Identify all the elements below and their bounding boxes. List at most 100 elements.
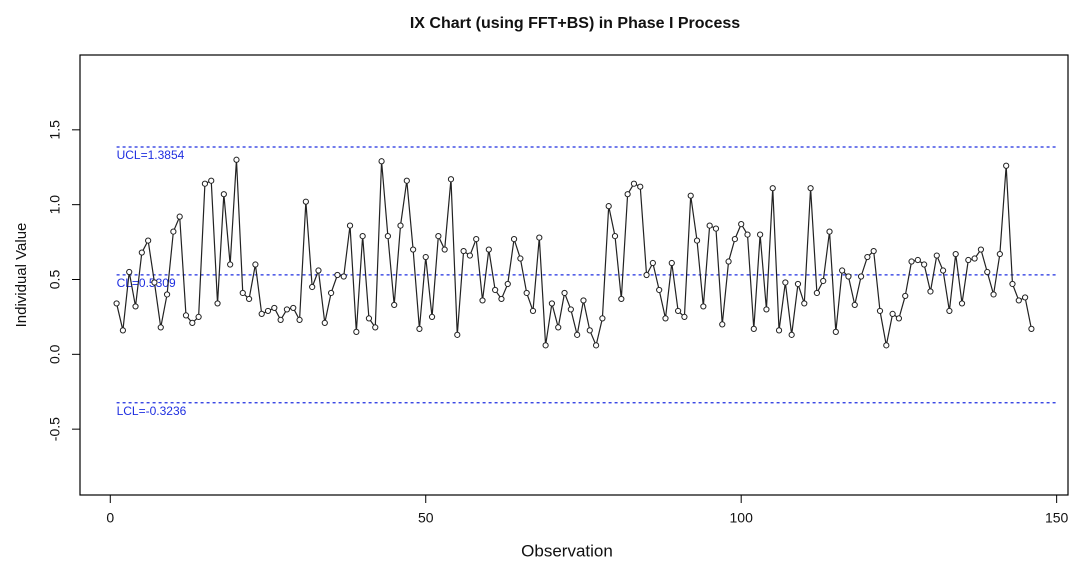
data-point: [208, 177, 215, 184]
data-point: [460, 247, 467, 255]
data-point: [542, 342, 549, 349]
data-point: [883, 342, 890, 349]
data-point: [990, 291, 997, 298]
data-point: [422, 253, 429, 261]
data-point: [712, 225, 720, 232]
data-point: [126, 268, 133, 276]
data-point: [441, 246, 448, 253]
x-tick-label: 100: [730, 510, 754, 526]
data-point: [264, 307, 272, 315]
data-point: [958, 300, 966, 307]
y-tick-label: 1.5: [47, 120, 63, 140]
data-point: [473, 235, 480, 243]
data-point: [908, 258, 915, 265]
x-tick-label: 150: [1045, 510, 1069, 526]
data-point: [952, 250, 959, 258]
data-point: [1009, 280, 1016, 288]
data-point: [397, 222, 404, 229]
data-point: [391, 301, 398, 309]
x-axis-title: Observation: [521, 541, 613, 560]
data-point: [700, 303, 707, 310]
data-point: [176, 213, 183, 220]
data-point: [290, 304, 297, 312]
data-point: [630, 180, 638, 187]
data-point: [447, 176, 455, 183]
data-point: [725, 258, 732, 265]
data-point: [252, 261, 259, 268]
data-point: [195, 313, 202, 321]
data-point: [674, 307, 682, 315]
data-point: [416, 325, 423, 332]
data-point: [1028, 325, 1035, 332]
data-point: [145, 237, 152, 244]
data-point: [504, 280, 511, 288]
data-point: [769, 185, 776, 192]
data-point: [946, 307, 953, 315]
data-point: [151, 279, 158, 286]
data-point: [870, 247, 877, 255]
data-point: [889, 310, 896, 318]
data-point: [895, 315, 903, 322]
data-point: [410, 246, 417, 253]
data-point: [977, 246, 985, 253]
data-point: [201, 180, 209, 187]
data-point: [365, 315, 373, 322]
data-point: [832, 328, 839, 335]
control-label: CL=0.5309: [117, 276, 176, 290]
data-point: [574, 331, 581, 338]
data-point: [618, 295, 625, 303]
data-point: [548, 300, 556, 307]
data-point: [529, 307, 537, 315]
data-point: [245, 295, 253, 303]
data-point: [839, 267, 846, 274]
plot-frame: [79, 54, 1069, 496]
data-point: [271, 304, 278, 312]
data-point: [914, 256, 921, 264]
data-point: [662, 315, 669, 322]
data-point: [864, 253, 871, 261]
data-point: [813, 289, 820, 297]
data-point: [794, 280, 802, 288]
data-point: [668, 259, 675, 267]
data-point: [113, 300, 120, 307]
data-point: [1003, 162, 1010, 169]
data-point: [738, 221, 745, 228]
data-point: [479, 297, 486, 304]
data-point: [763, 306, 770, 313]
data-point: [353, 328, 360, 335]
data-point: [611, 232, 619, 240]
data-point: [826, 228, 833, 235]
y-tick-label: 0.5: [47, 270, 63, 290]
control-label: UCL=1.3854: [117, 148, 185, 162]
data-point: [403, 177, 410, 184]
data-point: [927, 288, 934, 295]
data-point: [372, 324, 379, 331]
data-point: [517, 255, 524, 262]
data-point: [1021, 294, 1029, 301]
data-point: [687, 192, 694, 199]
data-point: [315, 267, 322, 274]
data-point: [485, 246, 492, 253]
data-point: [984, 268, 991, 276]
data-point: [328, 289, 335, 297]
data-point: [902, 292, 909, 300]
data-point: [801, 300, 808, 307]
data-point: [851, 301, 858, 309]
data-point: [321, 319, 328, 326]
data-point: [334, 271, 341, 279]
data-point: [567, 306, 574, 313]
data-point: [132, 303, 139, 310]
data-point: [466, 252, 474, 259]
x-tick-label: 50: [418, 510, 434, 526]
data-point: [757, 231, 764, 238]
data-point: [359, 232, 366, 240]
data-point: [605, 203, 612, 210]
data-point: [996, 250, 1003, 258]
data-point: [971, 255, 978, 262]
data-point: [498, 295, 505, 303]
data-point: [277, 316, 284, 323]
data-point: [523, 289, 530, 297]
data-point: [346, 222, 354, 229]
